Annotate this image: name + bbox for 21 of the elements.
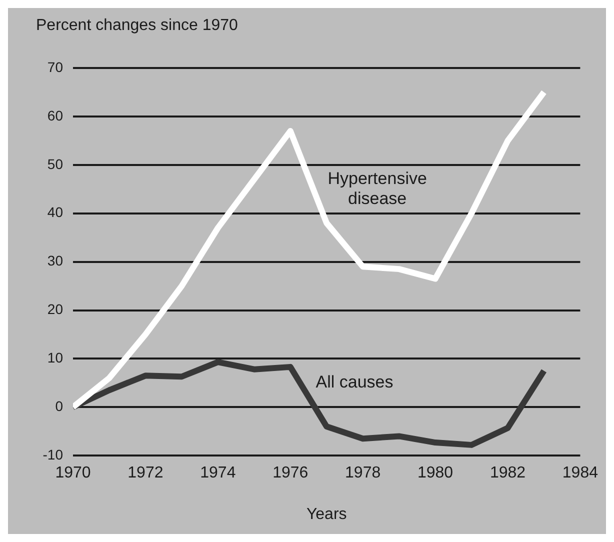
series-label: All causes bbox=[316, 372, 394, 392]
y-tick-label: 70 bbox=[47, 58, 64, 75]
x-tick-label: 1970 bbox=[55, 464, 91, 482]
y-tick-label: 40 bbox=[47, 204, 64, 220]
series-label: Hypertensive disease bbox=[328, 168, 427, 208]
x-tick-label: 1984 bbox=[562, 464, 598, 482]
x-tick-label: 1978 bbox=[345, 464, 381, 482]
y-axis-title: Percent changes since 1970 bbox=[36, 17, 238, 34]
x-tick-label: 1980 bbox=[417, 464, 454, 482]
x-axis-title: Years bbox=[306, 506, 347, 523]
x-tick-label: 1976 bbox=[272, 464, 308, 482]
y-tick-label: 10 bbox=[47, 350, 64, 366]
y-tick-label: 0 bbox=[55, 398, 64, 414]
y-tick-label: 60 bbox=[47, 107, 64, 124]
x-tick-label: 1974 bbox=[200, 464, 236, 482]
y-tick-label: 20 bbox=[47, 301, 64, 318]
x-tick-label: 1972 bbox=[128, 464, 164, 482]
y-tick-label: -10 bbox=[42, 446, 64, 462]
x-tick-label: 1982 bbox=[490, 464, 526, 482]
y-tick-label: 30 bbox=[47, 252, 64, 269]
y-tick-label: 50 bbox=[47, 156, 64, 172]
